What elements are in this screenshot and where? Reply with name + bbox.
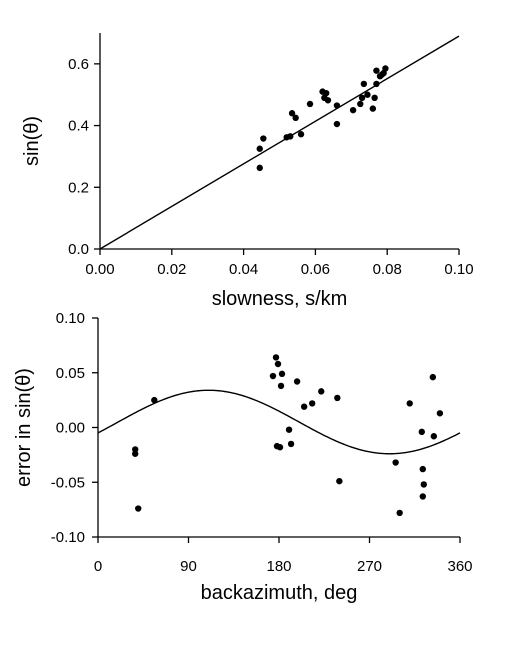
slowness-data-point — [256, 145, 263, 152]
slowness-data-point — [371, 94, 378, 102]
slowness-y-tick-label: 0.6 — [68, 56, 89, 73]
slowness-data-point — [297, 131, 305, 138]
slowness-data-point — [306, 100, 314, 108]
slowness-data-point — [373, 80, 380, 88]
backazimuth-data-point — [406, 400, 413, 407]
backazimuth-x-tick-label: 90 — [180, 558, 197, 575]
backazimuth-data-point — [276, 444, 284, 451]
slowness-panel: 0.00 0.02 0.04 0.06 0.08 0.10 0.0 0.2 0.4 0.6 slo… — [21, 33, 474, 310]
backazimuth-data-point — [293, 378, 301, 385]
slowness-data-point — [382, 65, 389, 72]
backazimuth-fit-curve — [97, 389, 461, 455]
slowness-data-point — [333, 102, 341, 109]
backazimuth-data-point — [132, 450, 139, 457]
backazimuth-data-point — [272, 354, 280, 361]
backazimuth-y-axis-label: error in sin(θ) — [13, 368, 35, 487]
backazimuth-y-tick-label: 0.05 — [56, 365, 85, 382]
slowness-x-axis-label: slowness, s/km — [212, 288, 348, 310]
backazimuth-data-point — [274, 360, 282, 368]
slowness-data-point — [333, 120, 341, 128]
backazimuth-data-point — [430, 433, 438, 440]
slowness-data-point — [360, 80, 368, 88]
backazimuth-data-point — [300, 403, 308, 410]
backazimuth-data-point — [419, 493, 426, 500]
slowness-data-point — [373, 67, 380, 74]
backazimuth-data-point — [436, 410, 444, 417]
backazimuth-data-point — [419, 465, 426, 473]
backazimuth-data-point — [392, 459, 399, 466]
backazimuth-data-point — [318, 388, 325, 395]
slowness-data-point — [260, 135, 267, 142]
backazimuth-data-point — [418, 428, 425, 436]
slowness-x-tick-label: 0.00 — [85, 261, 114, 278]
slowness-panel-ticks: 0.00 0.02 0.04 0.06 0.08 0.10 0.0 0.2 0.4 0.6 — [68, 56, 473, 278]
slowness-x-tick-label: 0.04 — [229, 261, 258, 278]
slowness-data-points — [256, 65, 389, 172]
backazimuth-data-point — [429, 373, 437, 381]
backazimuth-x-tick-label: 180 — [266, 558, 291, 575]
slowness-data-point — [349, 106, 357, 114]
backazimuth-x-tick-label: 360 — [447, 558, 472, 575]
backazimuth-data-point — [278, 370, 286, 378]
backazimuth-data-point — [151, 396, 158, 404]
slowness-data-point — [357, 100, 364, 108]
backazimuth-y-tick-label: 0.10 — [56, 310, 85, 327]
backazimuth-x-tick-label: 270 — [357, 558, 382, 575]
backazimuth-panel-axes — [97, 318, 460, 538]
backazimuth-data-point — [287, 440, 295, 448]
backazimuth-data-point — [277, 382, 285, 390]
slowness-data-point — [292, 114, 299, 122]
slowness-y-tick-label: 0.4 — [68, 118, 89, 135]
slowness-data-point — [358, 94, 366, 102]
backazimuth-data-point — [269, 372, 277, 380]
backazimuth-data-point — [285, 426, 293, 433]
slowness-data-point — [324, 97, 332, 104]
slowness-x-tick-label: 0.02 — [157, 261, 186, 278]
backazimuth-data-point — [135, 505, 142, 512]
slowness-y-tick-label: 0.2 — [68, 179, 89, 196]
backazimuth-panel: 0 90 180 270 360 0.10 0.05 0.00 -0.05 -0.10 backa… — [13, 310, 473, 604]
backazimuth-data-point — [336, 477, 343, 485]
slowness-fit-line — [99, 35, 460, 250]
backazimuth-data-point — [334, 394, 341, 402]
backazimuth-x-tick-label: 0 — [94, 558, 102, 575]
backazimuth-y-tick-label: -0.05 — [51, 474, 85, 491]
slowness-data-point — [288, 110, 296, 117]
slowness-data-point — [364, 91, 371, 98]
backazimuth-panel-ticks: 0 90 180 270 360 0.10 0.05 0.00 -0.05 -0.10 — [51, 310, 473, 575]
backazimuth-data-point — [396, 509, 403, 517]
slowness-x-tick-label: 0.10 — [444, 261, 473, 278]
backazimuth-data-point — [132, 446, 139, 453]
slowness-y-tick-label: 0.0 — [68, 241, 89, 258]
backazimuth-data-points — [132, 354, 444, 517]
backazimuth-y-tick-label: 0.00 — [56, 420, 85, 437]
backazimuth-y-tick-label: -0.10 — [51, 529, 85, 546]
backazimuth-x-axis-label: backazimuth, deg — [201, 582, 358, 604]
slowness-data-point — [369, 105, 377, 112]
slowness-data-point — [256, 164, 263, 172]
slowness-data-point — [287, 133, 294, 140]
slowness-y-axis-label: sin(θ) — [21, 116, 43, 166]
slowness-x-tick-label: 0.06 — [301, 261, 330, 278]
slowness-x-tick-label: 0.08 — [373, 261, 402, 278]
slowness-data-point — [322, 89, 330, 97]
backazimuth-data-point — [420, 481, 427, 488]
backazimuth-data-point — [308, 400, 316, 407]
